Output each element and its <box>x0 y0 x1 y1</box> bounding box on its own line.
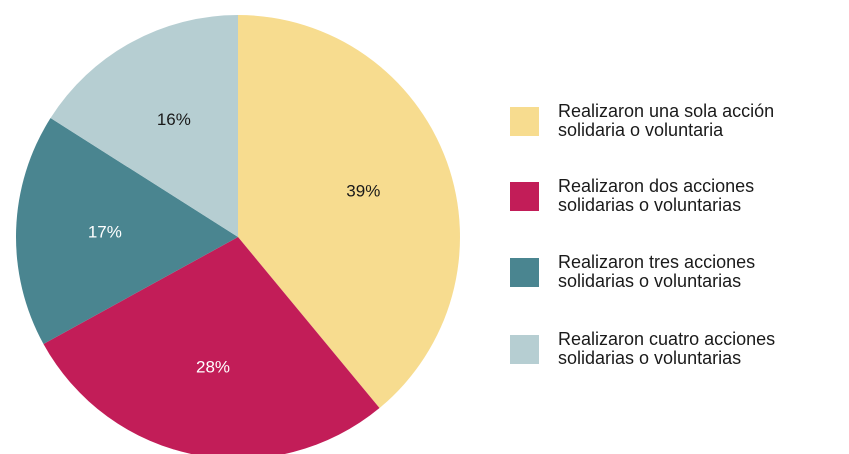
legend-label: Realizaron tres acciones solidarias o vo… <box>558 252 756 291</box>
legend-item: Realizaron cuatro acciones solidarias o … <box>510 329 808 369</box>
pie-slice <box>43 237 380 454</box>
pie-slice <box>238 15 460 409</box>
data-label: 17% <box>88 222 122 241</box>
legend-swatch <box>510 334 539 364</box>
legend-swatch <box>510 106 539 136</box>
legend-label: Realizaron cuatro acciones solidarias o … <box>558 329 776 368</box>
legend-item: Realizaron tres acciones solidarias o vo… <box>510 252 808 292</box>
pie-slice <box>50 15 238 237</box>
data-label: 28% <box>196 357 230 376</box>
legend-label: Realizaron una sola acción solidaria o v… <box>558 101 775 140</box>
legend-item: Realizaron dos acciones solidarias o vol… <box>510 176 808 216</box>
data-label: 39% <box>346 181 380 200</box>
legend-label: Realizaron dos acciones solidarias o vol… <box>558 176 755 215</box>
pie-slice <box>16 118 239 344</box>
legend-item: Realizaron una sola acción solidaria o v… <box>510 101 808 141</box>
legend-swatch <box>510 181 539 211</box>
legend-swatch <box>510 257 539 287</box>
data-label: 16% <box>157 110 191 129</box>
